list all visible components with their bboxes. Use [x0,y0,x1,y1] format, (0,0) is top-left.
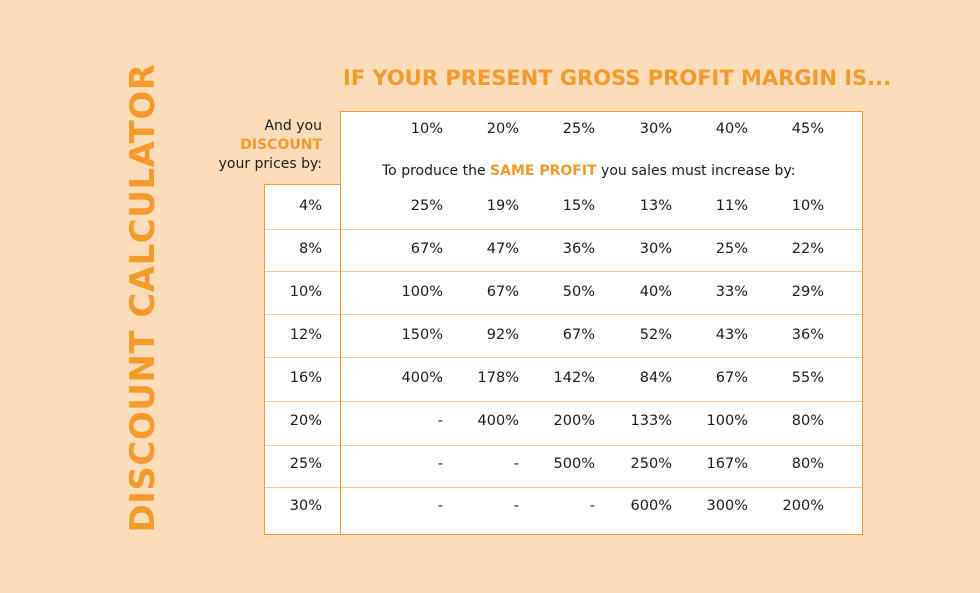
increase-cell: 167% [706,456,748,472]
margin-header-row: 10% 20% 25% 30% 40% 45% [340,111,863,159]
discount-cell: 30% [289,498,322,514]
row-divider [265,487,340,488]
row-divider [341,401,862,402]
margin-header-cell: 30% [639,121,672,137]
margin-header-cell: 45% [791,121,824,137]
discount-side-label: And you DISCOUNT your prices by: [219,117,322,174]
increase-cell: 47% [486,241,519,257]
increase-cell: 67% [410,241,443,257]
increase-cell: - [437,498,443,514]
discount-cell: 20% [289,413,322,429]
increase-cell: 80% [791,456,824,472]
row-divider [265,271,340,272]
increase-cell: 25% [410,198,443,214]
increase-cell: 200% [782,498,824,514]
subtitle-accent: SAME PROFIT [490,163,597,179]
increase-cell: 33% [715,284,748,300]
increase-cell: 100% [401,284,443,300]
increase-cell: - [437,456,443,472]
increase-cell: - [513,456,519,472]
increase-cell: 52% [639,327,672,343]
increase-cell: 80% [791,413,824,429]
increase-cell: 400% [401,370,443,386]
increase-cell: 50% [562,284,595,300]
row-divider [265,314,340,315]
increase-cell: 178% [477,370,519,386]
discount-cell: 8% [298,241,322,257]
row-divider [341,314,862,315]
increase-cell: 67% [562,327,595,343]
increase-cell: 100% [706,413,748,429]
increase-cell: 500% [553,456,595,472]
row-divider [341,487,862,488]
row-divider [341,445,862,446]
side-label-line3: your prices by: [218,156,322,172]
increase-cell: 29% [791,284,824,300]
margin-header-box [340,111,863,159]
increase-cell: 200% [553,413,595,429]
side-label-line1: And you [264,118,322,134]
discount-cell: 25% [289,456,322,472]
increase-cell: 15% [562,198,595,214]
row-divider [341,357,862,358]
increase-cell: 133% [630,413,672,429]
increase-cell: 67% [715,370,748,386]
discount-cell: 10% [289,284,322,300]
increase-cell: - [437,413,443,429]
increase-cell: 11% [715,198,748,214]
increase-cell: 22% [791,241,824,257]
row-divider [265,357,340,358]
increase-cell: 36% [562,241,595,257]
results-box [340,158,863,535]
increase-cell: 250% [630,456,672,472]
increase-cell: - [513,498,519,514]
increase-cell: - [589,498,595,514]
increase-cell: 10% [791,198,824,214]
subtitle-pre: To produce the [382,163,491,179]
increase-cell: 142% [553,370,595,386]
discount-cell: 4% [298,198,322,214]
increase-cell: 150% [401,327,443,343]
increase-cell: 300% [706,498,748,514]
margin-header-cell: 40% [715,121,748,137]
increase-cell: 400% [477,413,519,429]
row-divider [265,445,340,446]
row-divider [265,229,340,230]
margin-header-cell: 25% [562,121,595,137]
increase-cell: 36% [791,327,824,343]
margin-header-cell: 20% [486,121,519,137]
row-divider [265,401,340,402]
increase-cell: 19% [486,198,519,214]
page-title: DISCOUNT CALCULATOR [123,63,163,533]
row-divider [341,229,862,230]
row-divider [341,271,862,272]
increase-cell: 84% [639,370,672,386]
increase-cell: 55% [791,370,824,386]
headline: IF YOUR PRESENT GROSS PROFIT MARGIN IS..… [343,66,892,90]
discount-cell: 12% [289,327,322,343]
increase-cell: 600% [630,498,672,514]
increase-cell: 92% [486,327,519,343]
discount-column-box [264,184,341,535]
results-subtitle: To produce the SAME PROFIT you sales mus… [382,163,795,179]
side-label-line2: DISCOUNT [240,137,322,153]
increase-cell: 67% [486,284,519,300]
increase-cell: 43% [715,327,748,343]
subtitle-post: you sales must increase by: [596,163,796,179]
increase-cell: 40% [639,284,672,300]
increase-cell: 30% [639,241,672,257]
increase-cell: 13% [639,198,672,214]
increase-cell: 25% [715,241,748,257]
margin-header-cell: 10% [410,121,443,137]
discount-cell: 16% [289,370,322,386]
